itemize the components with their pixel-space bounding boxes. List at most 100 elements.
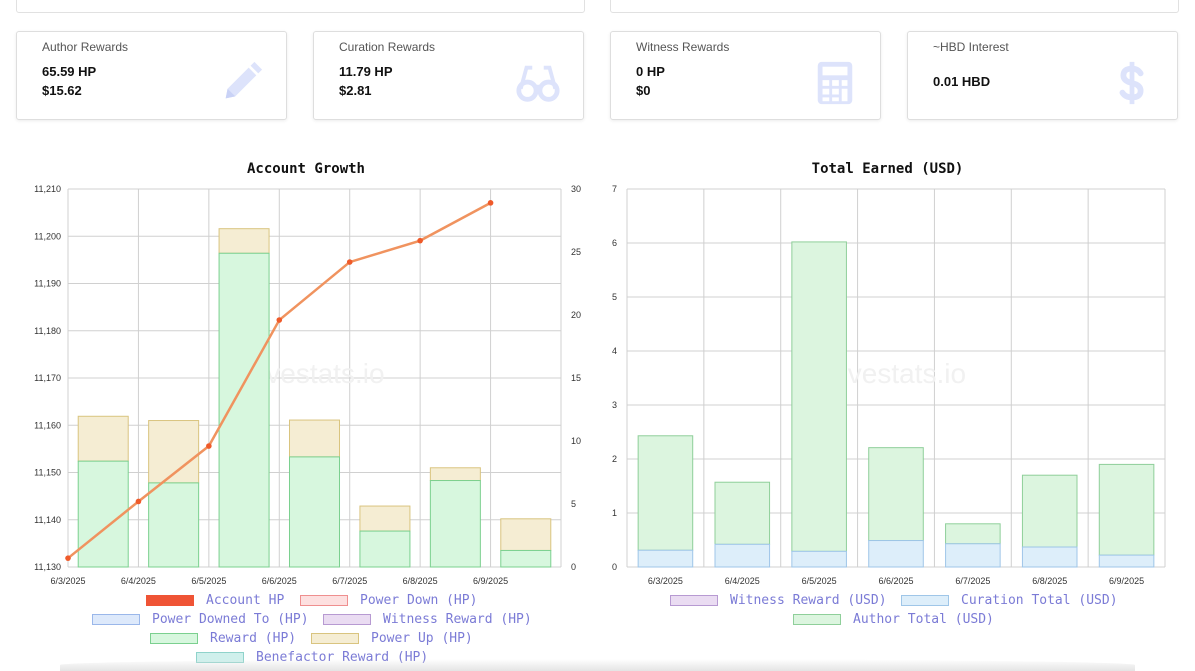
card-label: Author Rewards: [42, 40, 129, 54]
x-tick-label: 6/7/2025: [955, 576, 990, 586]
bottom-shadow: [60, 659, 1135, 671]
legend-item[interactable]: Reward (HP): [150, 631, 296, 646]
x-tick-label: 6/4/2025: [725, 576, 760, 586]
bar-reward: [148, 482, 200, 568]
legend-swatch: [670, 595, 718, 606]
bar-author-total: [714, 481, 771, 545]
y-left-tick-label: 11,140: [34, 515, 61, 525]
total-earned-chart: 0 1 2 3 4 5 6 7 hivestats.io 6/3/2025 6/4/2025 6/5/…: [612, 184, 1166, 586]
account-growth-title: Account Growth: [246, 161, 365, 177]
legend-item[interactable]: Witness Reward (HP): [323, 612, 532, 627]
bar-reward: [429, 480, 481, 568]
legend-swatch: [150, 633, 198, 644]
x-tick-label: 6/9/2025: [1109, 576, 1144, 586]
legend-label: Author Total (USD): [853, 612, 994, 627]
x-tick-label: 6/4/2025: [121, 576, 156, 586]
y-left-tick-label: 11,170: [34, 373, 61, 383]
author-rewards-card: Author Rewards 65.59 HP $15.62: [16, 31, 287, 120]
legend-label: Witness Reward (USD): [730, 593, 887, 608]
y-right-tick-label: 30: [571, 184, 581, 194]
y-tick-label: 5: [612, 292, 617, 302]
bar-author-total: [868, 447, 924, 542]
legend-item[interactable]: Witness Reward (USD): [670, 593, 887, 608]
bar-curation-total: [1098, 554, 1155, 568]
bar-author-total: [1098, 463, 1155, 556]
card-value-usd: $0: [636, 83, 651, 98]
total-earned-legend: Witness Reward (USD) Curation Total (USD…: [600, 590, 1195, 630]
point-account-hp: [487, 200, 494, 206]
bar-power-up: [218, 228, 270, 254]
y-left-tick-label: 11,190: [34, 279, 61, 289]
account-growth-chart: 11,130 11,140 11,150 11,160 11,170 11,180 11,1…: [34, 184, 581, 586]
point-account-hp: [206, 443, 212, 449]
bar-curation-total: [637, 549, 694, 568]
legend-item[interactable]: Power Downed To (HP): [92, 612, 309, 627]
legend-label: Curation Total (USD): [961, 593, 1118, 608]
bar-reward: [359, 530, 411, 568]
x-tick-label: 6/5/2025: [802, 576, 837, 586]
legend-item[interactable]: Author Total (USD): [793, 612, 994, 627]
bar-curation-total: [714, 543, 771, 568]
total-earned-title: Total Earned (USD): [811, 161, 964, 177]
card-value-usd: $15.62: [42, 83, 82, 98]
y-left-tick-label: 11,150: [34, 468, 61, 478]
bar-reward: [500, 549, 552, 568]
x-tick-label: 6/3/2025: [648, 576, 683, 586]
calculator-icon: [817, 61, 853, 105]
curation-rewards-card: Curation Rewards 11.79 HP $2.81: [313, 31, 584, 120]
bar-power-up: [429, 467, 481, 482]
point-account-hp: [276, 317, 283, 323]
account-growth-legend: Account HP Power Down (HP) Power Downed …: [0, 590, 600, 670]
y-left-tick-label: 11,180: [34, 326, 61, 336]
bar-author-total: [637, 435, 694, 551]
dollar-icon: [1119, 61, 1144, 105]
card-value-hp: 0 HP: [636, 64, 665, 79]
legend-item[interactable]: Power Up (HP): [311, 631, 473, 646]
y-right-tick-label: 10: [571, 436, 581, 446]
bar-power-up: [359, 505, 411, 532]
legend-swatch: [146, 595, 194, 606]
legend-swatch: [901, 595, 949, 606]
y-tick-label: 6: [612, 238, 617, 248]
y-right-tick-label: 5: [571, 499, 576, 509]
x-tick-label: 6/6/2025: [262, 576, 297, 586]
y-tick-label: 3: [612, 400, 617, 410]
x-tick-label: 6/8/2025: [403, 576, 438, 586]
legend-swatch: [793, 614, 841, 625]
x-tick-label: 6/3/2025: [50, 576, 85, 586]
y-right-tick-label: 15: [571, 373, 581, 383]
bar-power-up: [77, 415, 129, 462]
point-account-hp: [346, 259, 353, 265]
bar-power-up: [500, 518, 552, 551]
y-left-tick-label: 11,210: [34, 184, 61, 194]
watermark: hivestats.io: [826, 358, 966, 389]
legend-label: Witness Reward (HP): [383, 612, 532, 627]
legend-item[interactable]: Curation Total (USD): [901, 593, 1118, 608]
legend-swatch: [300, 595, 348, 606]
y-tick-label: 2: [612, 454, 617, 464]
card-value-hbd: 0.01 HBD: [933, 74, 991, 89]
bar-author-total: [1021, 474, 1078, 548]
y-right-tick-label: 20: [571, 310, 581, 320]
bar-curation-total: [945, 543, 1001, 568]
y-right-tick-label: 0: [571, 562, 576, 572]
bar-curation-total: [791, 550, 847, 568]
legend-label: Power Down (HP): [360, 593, 478, 608]
top-card-right: [610, 0, 1179, 13]
bar-reward: [218, 252, 270, 568]
legend-label: Reward (HP): [210, 631, 297, 646]
y-tick-label: 7: [612, 184, 617, 194]
bar-curation-total: [1021, 546, 1078, 568]
y-left-tick-label: 11,130: [34, 562, 61, 572]
x-tick-label: 6/9/2025: [473, 576, 508, 586]
legend-item[interactable]: Power Down (HP): [300, 593, 477, 608]
card-label: Curation Rewards: [339, 40, 436, 54]
card-label: Witness Rewards: [636, 40, 730, 54]
legend-label: Power Up (HP): [371, 631, 473, 646]
point-account-hp: [417, 237, 423, 244]
card-value-hp: 65.59 HP: [42, 64, 97, 79]
legend-item[interactable]: Account HP: [146, 593, 284, 608]
bar-author-total: [945, 523, 1001, 545]
card-label: ~HBD Interest: [933, 40, 1009, 54]
legend-label: Power Downed To (HP): [152, 612, 309, 627]
